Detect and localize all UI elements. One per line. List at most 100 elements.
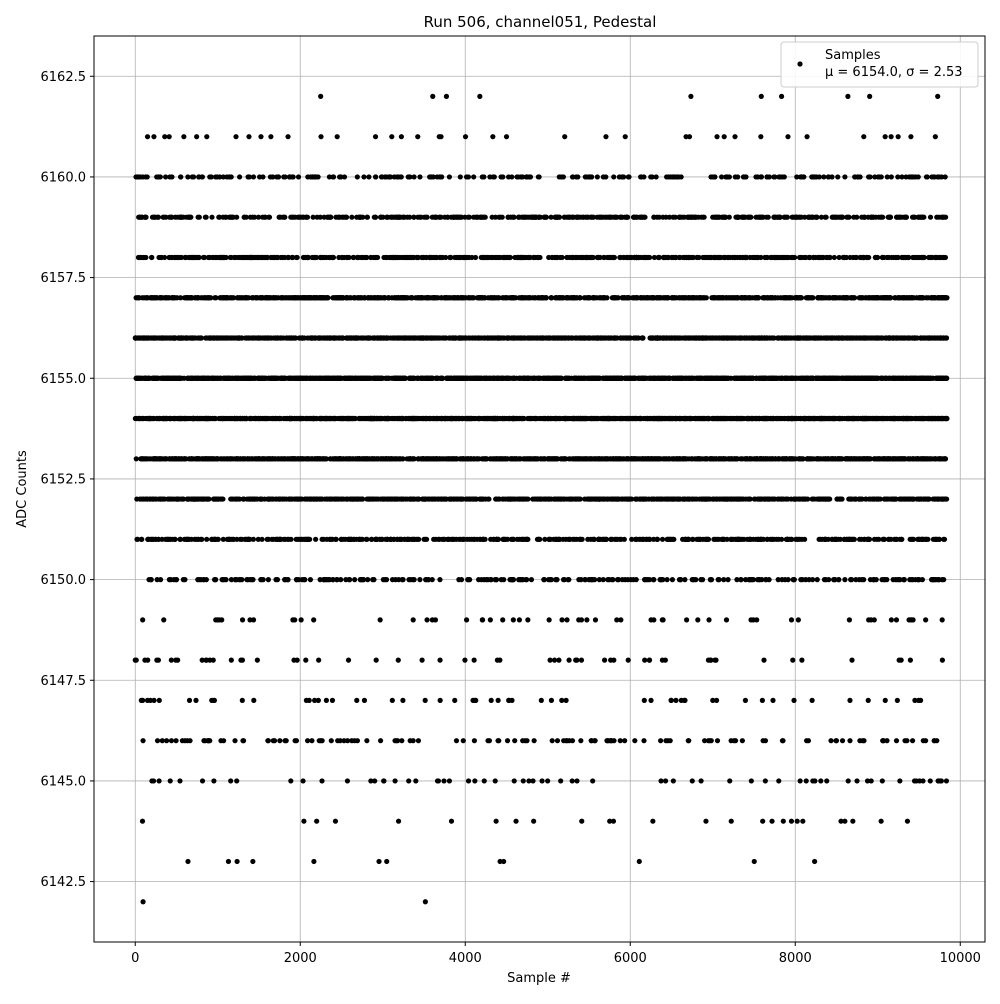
data-point: [530, 778, 535, 783]
data-point: [899, 658, 904, 663]
data-point: [155, 738, 160, 743]
data-point: [411, 738, 416, 743]
data-point: [932, 577, 937, 582]
data-point: [933, 537, 938, 542]
data-point: [406, 456, 411, 461]
data-point: [690, 456, 695, 461]
data-point: [324, 577, 329, 582]
data-point: [464, 617, 469, 622]
data-point: [802, 416, 807, 421]
data-point: [637, 859, 642, 864]
data-point: [320, 738, 325, 743]
data-point: [798, 778, 803, 783]
data-point: [141, 456, 146, 461]
data-point: [754, 617, 759, 622]
data-point: [551, 496, 556, 501]
data-point: [381, 496, 386, 501]
data-point: [547, 537, 552, 542]
data-point: [213, 577, 218, 582]
data-point: [384, 577, 389, 582]
data-point: [480, 617, 485, 622]
data-point: [665, 416, 670, 421]
data-point: [291, 658, 296, 663]
data-point: [187, 738, 192, 743]
data-point: [266, 577, 271, 582]
data-point: [912, 698, 917, 703]
data-point: [319, 537, 324, 542]
data-point: [865, 778, 870, 783]
data-point: [148, 698, 153, 703]
data-point: [908, 658, 913, 663]
data-point: [183, 416, 188, 421]
data-point: [282, 577, 287, 582]
data-point: [910, 577, 915, 582]
data-point: [140, 819, 145, 824]
data-point: [187, 456, 192, 461]
data-point: [620, 577, 625, 582]
data-point: [494, 456, 499, 461]
data-point: [619, 456, 624, 461]
data-point: [682, 577, 687, 582]
data-point: [678, 577, 683, 582]
data-point: [690, 577, 695, 582]
data-point: [271, 537, 276, 542]
data-point: [458, 537, 463, 542]
data-point: [450, 537, 455, 542]
data-point: [157, 778, 162, 783]
data-point: [346, 537, 351, 542]
data-point: [700, 577, 705, 582]
data-point: [574, 658, 579, 663]
data-point: [800, 577, 805, 582]
data-point: [459, 456, 464, 461]
data-point: [311, 416, 316, 421]
data-point: [684, 617, 689, 622]
data-point: [902, 577, 907, 582]
data-point: [478, 496, 483, 501]
data-point: [178, 416, 183, 421]
data-point: [169, 738, 174, 743]
data-point: [250, 859, 255, 864]
data-point: [602, 658, 607, 663]
data-point: [844, 416, 849, 421]
data-point: [320, 496, 325, 501]
data-point: [607, 819, 612, 824]
data-point: [185, 496, 190, 501]
data-point: [241, 496, 246, 501]
data-point: [285, 537, 290, 542]
data-point: [370, 456, 375, 461]
data-point: [416, 537, 421, 542]
data-point: [139, 537, 144, 542]
data-point: [723, 416, 728, 421]
data-point: [847, 617, 852, 622]
data-point: [637, 416, 642, 421]
data-point: [336, 456, 341, 461]
data-point: [810, 698, 815, 703]
data-point: [437, 577, 442, 582]
data-point: [739, 456, 744, 461]
data-point: [392, 778, 397, 783]
data-point: [565, 577, 570, 582]
data-point: [486, 496, 491, 501]
data-point: [305, 456, 310, 461]
data-point: [864, 537, 869, 542]
data-point: [547, 658, 552, 663]
data-point: [450, 456, 455, 461]
data-point: [771, 416, 776, 421]
data-point: [542, 416, 547, 421]
data-point: [494, 577, 499, 582]
data-point: [378, 738, 383, 743]
data-point: [729, 819, 734, 824]
data-point: [766, 577, 771, 582]
data-point: [454, 738, 459, 743]
data-point: [249, 577, 254, 582]
data-point: [151, 456, 156, 461]
data-point: [300, 778, 305, 783]
data-point: [467, 496, 472, 501]
data-point: [469, 537, 474, 542]
data-point: [660, 537, 665, 542]
data-point: [277, 738, 282, 743]
data-point: [462, 658, 467, 663]
data-point: [449, 819, 454, 824]
data-point: [269, 456, 274, 461]
data-point: [163, 456, 168, 461]
